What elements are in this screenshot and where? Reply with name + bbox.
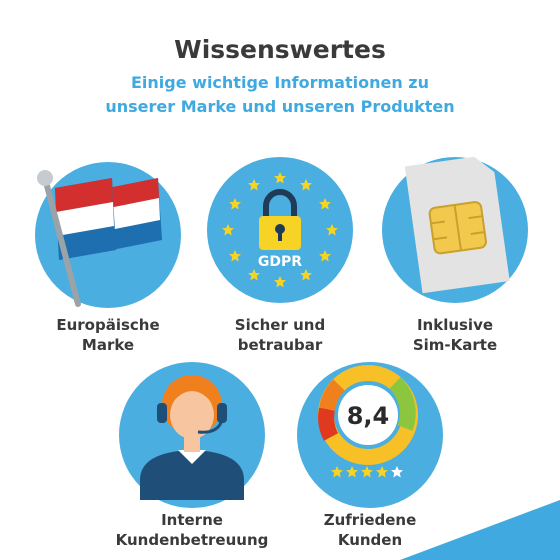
flag-icon [35,162,181,308]
body [140,450,244,500]
keyhole-slot [278,231,282,241]
sim-icon [382,156,528,303]
gauge-green [389,377,416,431]
title: Wissenswertes [174,35,386,64]
item-label: Kundenbetreuung [116,531,269,549]
keyhole [275,224,285,234]
headset-ear [157,403,167,423]
item-label: Inklusive [417,316,493,334]
flag-pole [43,179,81,307]
flag-front-red [55,178,113,212]
lock-shackle [263,189,297,218]
pole-knob [37,170,53,186]
gdpr-icon: GDPR [207,157,353,303]
flag-front-white [56,202,114,236]
headset-mic [197,419,224,434]
gdpr-text: GDPR [258,254,302,270]
headset-ear [217,403,227,423]
face [170,391,214,439]
flag-back-red [108,178,159,208]
gauge-orange [319,379,345,411]
item-label: Europäische [56,316,159,334]
gauge-red [318,407,339,441]
item-label: Sicher und [235,316,325,334]
sim-card [404,156,510,294]
gauge-center [338,385,398,445]
fringe [170,385,214,405]
corner-decoration [400,500,560,560]
item-label: Kunden [338,531,402,549]
item-label: Sim-Karte [413,336,497,354]
item-label: Interne [161,511,223,529]
collar [178,450,206,464]
item-label: betraubar [238,336,323,354]
score: 8,4 [347,402,390,430]
support-icon [119,362,265,508]
flag-back-white [109,198,160,230]
subtitle-line: unserer Marke und unseren Produkten [105,97,454,116]
rating-icon: 8,4 [297,362,443,508]
subtitle-line: Einige wichtige Informationen zu [131,73,429,92]
item-label: Marke [82,336,134,354]
item-label: Zufriedene [324,511,417,529]
chip-lines [430,204,485,251]
